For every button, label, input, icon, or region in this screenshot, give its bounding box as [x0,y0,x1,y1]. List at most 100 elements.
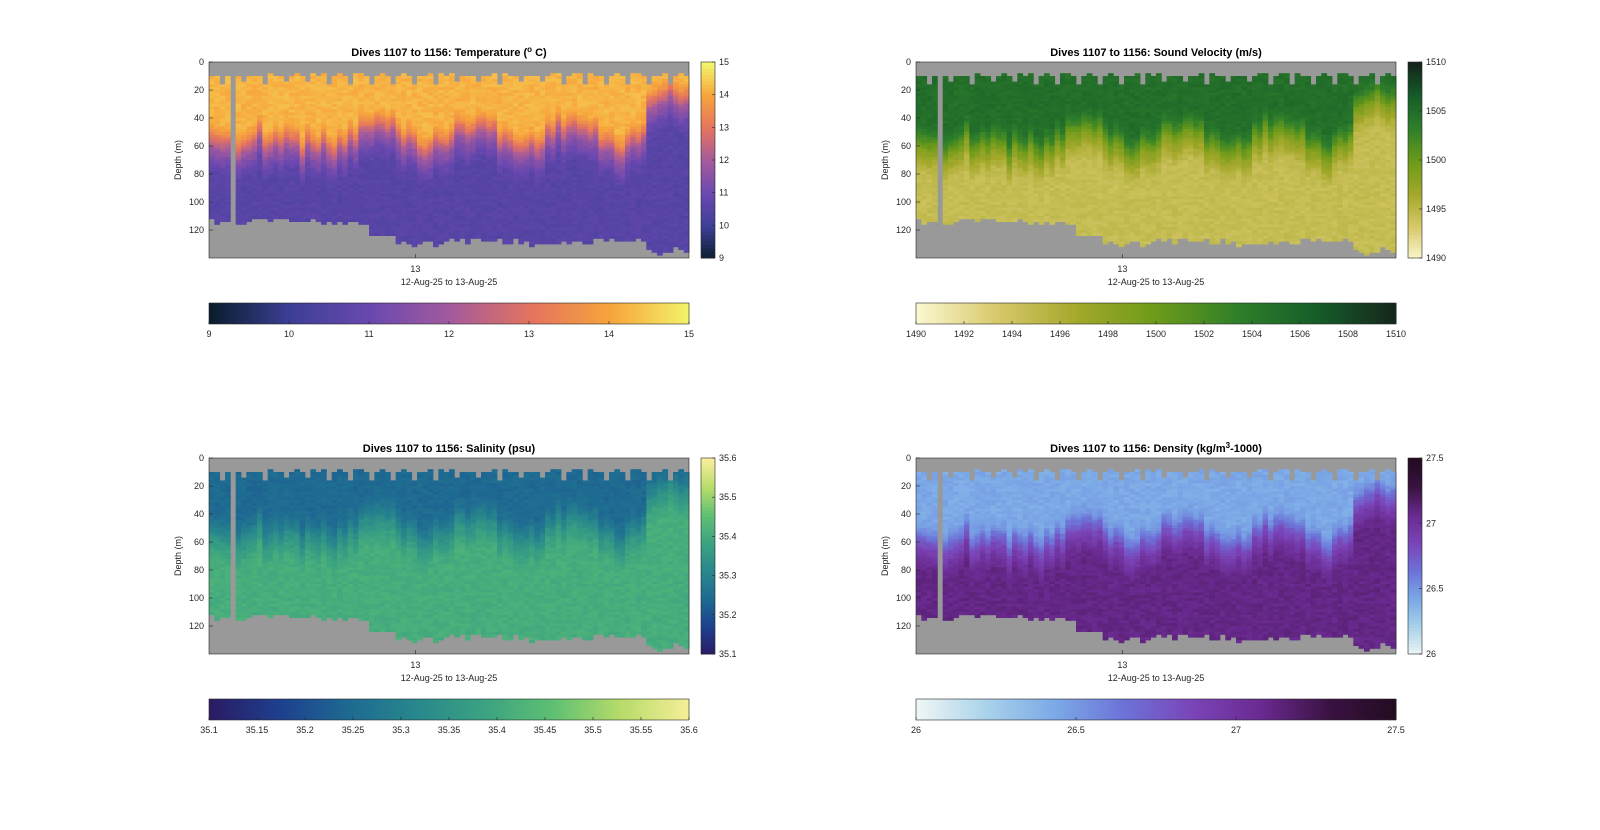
heatmap-cell [444,135,450,138]
heatmap-cell [321,115,327,118]
heatmap-cell [428,227,434,230]
heatmap-cell [433,110,439,113]
heatmap-cell [497,118,503,121]
heatmap-cell [257,191,263,194]
heatmap-cell [289,157,295,160]
heatmap-cell [486,222,492,225]
heatmap-cell [209,93,215,96]
heatmap-cell [390,174,396,177]
heatmap-cell [476,96,482,99]
heatmap-cell [513,79,519,82]
heatmap-cell [284,182,290,185]
heatmap-cell [300,76,306,79]
heatmap-cell [262,90,268,93]
heatmap-cell [305,126,311,129]
heatmap-cell [486,163,492,166]
heatmap-cell [422,79,428,82]
heatmap-cell [369,135,375,138]
heatmap-cell [476,236,482,239]
heatmap-cell [412,87,418,90]
heatmap-cell [225,185,231,188]
heatmap-cell [246,107,252,110]
heatmap-cell [481,154,487,157]
heatmap-cell [294,132,300,135]
heatmap-cell [385,96,391,99]
heatmap-cell [390,219,396,222]
heatmap-cell [337,129,343,132]
heatmap-cell [486,146,492,149]
heatmap-cell [406,177,412,180]
heatmap-cell [422,236,428,239]
heatmap-cell [396,149,402,152]
heatmap-cell [406,82,412,85]
heatmap-cell [433,199,439,202]
heatmap-cell [364,199,370,202]
heatmap-cell [486,216,492,219]
heatmap-cell [401,121,407,124]
heatmap-cell [401,191,407,194]
heatmap-cell [524,121,530,124]
heatmap-cell [305,129,311,132]
heatmap-cell [454,194,460,197]
heatmap-cell [209,110,215,113]
heatmap-cell [300,104,306,107]
heatmap-cell [262,149,268,152]
heatmap-cell [422,98,428,101]
heatmap-cell [209,216,215,219]
heatmap-cell [502,196,508,199]
heatmap-cell [401,79,407,82]
heatmap-cell [385,160,391,163]
heatmap-cell [380,191,386,194]
heatmap-cell [284,199,290,202]
heatmap-cell [332,146,338,149]
heatmap-cell [220,163,226,166]
heatmap-cell [374,160,380,163]
heatmap-cell [348,194,354,197]
heatmap-cell [214,163,220,166]
heatmap-cell [422,199,428,202]
heatmap-cell [390,224,396,227]
heatmap-cell [326,205,332,208]
heatmap-cell [374,118,380,121]
heatmap-cell [374,219,380,222]
heatmap-cell [342,210,348,213]
heatmap-cell [321,76,327,79]
heatmap-cell [481,112,487,115]
heatmap-cell [465,87,471,90]
heatmap-cell [380,174,386,177]
heatmap-cell [460,227,466,230]
heatmap-cell [529,121,535,124]
heatmap-cell [385,143,391,146]
heatmap-cell [358,87,364,90]
heatmap-cell [294,143,300,146]
heatmap-cell [428,177,434,180]
heatmap-cell [486,157,492,160]
heatmap-cell [390,196,396,199]
heatmap-cell [220,157,226,160]
heatmap-cell [220,210,226,213]
heatmap-cell [342,219,348,222]
heatmap-cell [257,174,263,177]
heatmap-cell [252,188,258,191]
heatmap-cell [449,196,455,199]
heatmap-cell [278,154,284,157]
heatmap-cell [449,121,455,124]
heatmap-cell [513,154,519,157]
heatmap-cell [524,163,530,166]
heatmap-cell [316,177,322,180]
heatmap-cell [460,157,466,160]
heatmap-cell [417,152,423,155]
heatmap-cell [422,112,428,115]
heatmap-cell [374,146,380,149]
heatmap-cell [444,194,450,197]
heatmap-cell [337,199,343,202]
heatmap-cell [438,90,444,93]
heatmap-cell [241,129,247,132]
heatmap-cell [396,112,402,115]
heatmap-cell [444,168,450,171]
heatmap-cell [406,157,412,160]
heatmap-cell [502,146,508,149]
heatmap-cell [438,98,444,101]
heatmap-cell [428,84,434,87]
heatmap-cell [497,129,503,132]
